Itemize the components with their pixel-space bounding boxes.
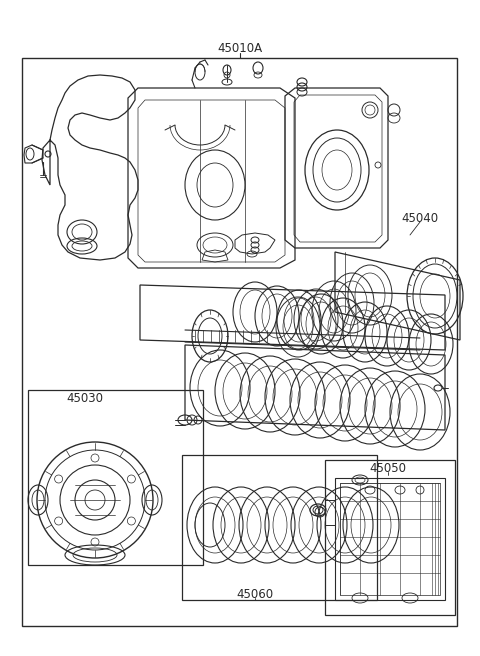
Bar [22, 58, 457, 626]
Bar [28, 390, 203, 565]
Text: 45040: 45040 [401, 211, 439, 224]
Text: 45050: 45050 [370, 462, 407, 474]
Text: 45030: 45030 [67, 392, 104, 405]
Bar [182, 455, 377, 600]
Text: 45060: 45060 [237, 588, 274, 602]
Bar [325, 460, 455, 615]
Text: 45010A: 45010A [217, 41, 263, 54]
